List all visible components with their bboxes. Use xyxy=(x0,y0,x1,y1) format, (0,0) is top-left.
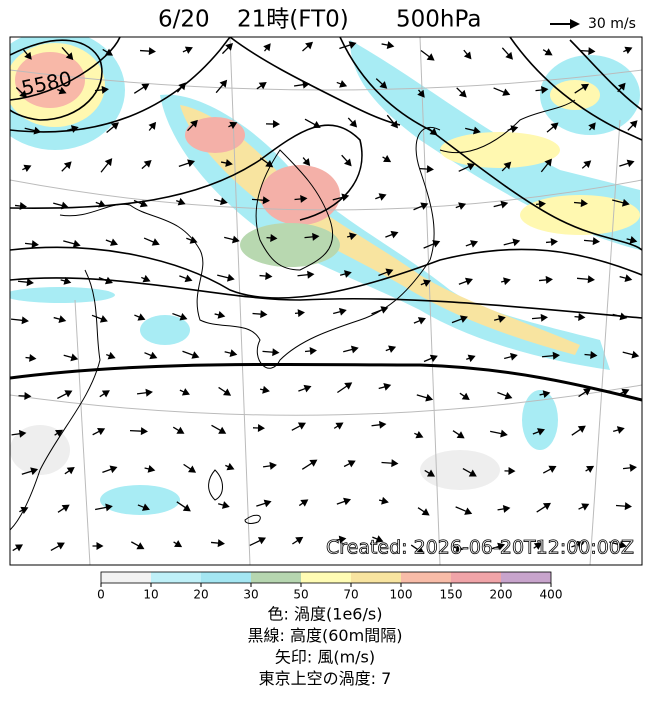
colorbar-tick-label: 70 xyxy=(343,588,358,602)
colorbar-segment xyxy=(351,572,401,583)
arrow-shaft xyxy=(305,237,314,238)
arrow-shaft xyxy=(260,276,267,277)
arrow-shaft xyxy=(623,468,631,469)
colorbar-tick-label: 400 xyxy=(540,588,563,602)
arrow-shaft xyxy=(140,51,150,52)
colorbar-tick-label: 100 xyxy=(390,588,413,602)
colorbar-tick-label: 30 xyxy=(243,588,258,602)
arrow-shaft xyxy=(130,431,142,432)
arrow-shaft xyxy=(253,313,262,314)
colorbar-segment xyxy=(451,572,501,583)
arrow-shaft xyxy=(616,505,626,506)
colorbar: 0 10 20 30 50 70 100 150 200 400 xyxy=(97,572,562,602)
arrow-shaft xyxy=(581,51,590,52)
colorbar-segment xyxy=(101,572,151,583)
colorbar-tick-label: 200 xyxy=(490,588,513,602)
caption-line: 黒線: 高度(60m間隔) xyxy=(248,626,403,645)
wind-legend: 30 m/s xyxy=(588,16,636,32)
arrow-shaft xyxy=(295,199,302,200)
colorbar-segment xyxy=(501,572,551,583)
colorbar-tick-label: 150 xyxy=(440,588,463,602)
arrow-shaft xyxy=(211,542,219,543)
arrow-shaft xyxy=(420,169,428,170)
created-stamp: Created: 2026-06-20T12:00:00Z xyxy=(326,537,634,559)
arrow-shaft xyxy=(539,280,547,281)
title-level: 500hPa xyxy=(396,7,481,33)
caption-line: 東京上空の渦度: 7 xyxy=(259,669,392,688)
arrow-shaft xyxy=(585,355,592,356)
colorbar-segment xyxy=(301,572,351,583)
arrow-shaft xyxy=(25,243,33,244)
caption: 色: 渦度(1e6/s) 黒線: 高度(60m間隔) 矢印: 風(m/s) 東京上空の… xyxy=(248,605,403,689)
title-time: 21時(FT0) xyxy=(237,7,349,33)
colorbar-segment xyxy=(201,572,251,583)
arrow-shaft xyxy=(536,90,543,91)
colorbar-segment xyxy=(251,572,301,583)
arrow-shaft xyxy=(584,240,594,241)
caption-line: 色: 渦度(1e6/s) xyxy=(268,605,383,624)
title-date: 6/20 xyxy=(158,7,210,33)
arrow-shaft xyxy=(95,90,103,91)
colorbar-tick-label: 20 xyxy=(193,588,208,602)
arrow-shaft xyxy=(574,202,582,203)
wind-legend-arrow xyxy=(550,19,580,29)
map: 5580 Created: 2026-06-20T12:00:00Z xyxy=(0,30,642,565)
caption-line: 矢印: 風(m/s) xyxy=(275,648,375,667)
arrow-shaft xyxy=(263,351,274,352)
colorbar-tick-label: 50 xyxy=(293,588,308,602)
colorbar-segment xyxy=(151,572,201,583)
colorbar-tick-label: 0 xyxy=(97,588,105,602)
colorbar-segment xyxy=(401,572,451,583)
arrow-shaft xyxy=(382,463,393,464)
colorbar-tick-label: 10 xyxy=(143,588,158,602)
arrow-shaft xyxy=(532,318,542,319)
